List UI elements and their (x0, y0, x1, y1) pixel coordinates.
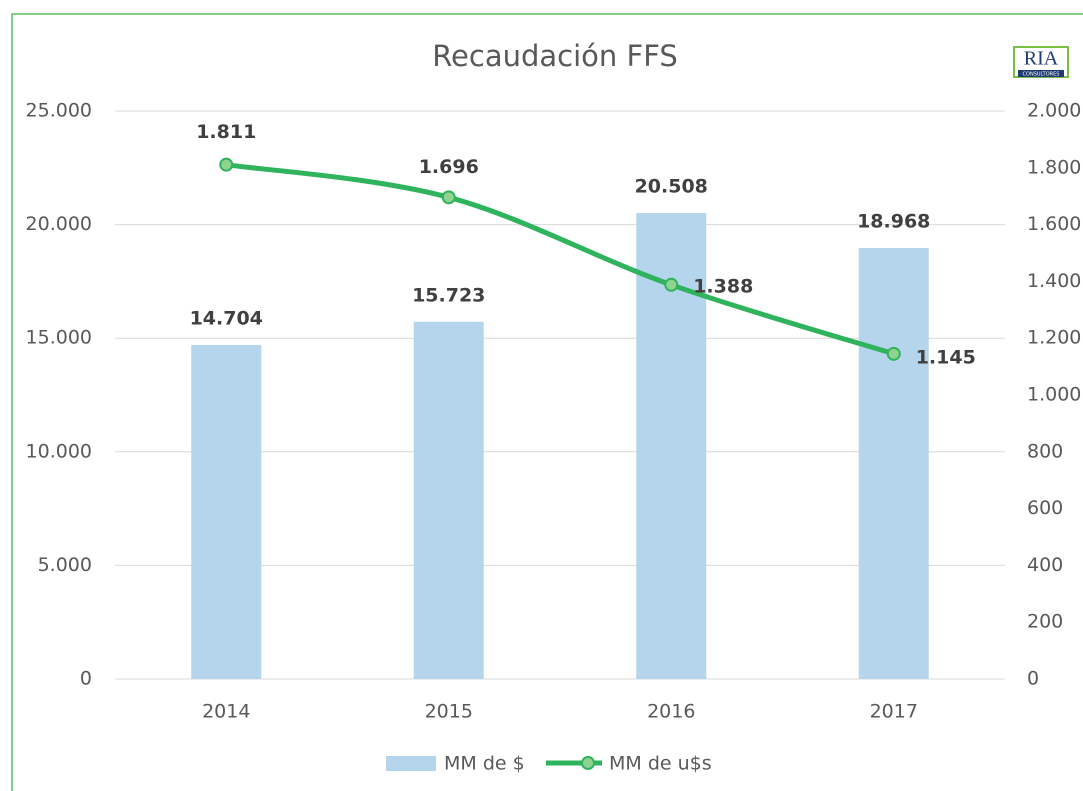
y-tick-label: 5.000 (38, 554, 92, 576)
logo: RIA CONSULTORES (1013, 46, 1069, 78)
y2-tick-label: 1.600 (1027, 213, 1081, 235)
data-label: 1.145 (916, 346, 976, 368)
data-label: 18.968 (857, 211, 930, 233)
y-tick-label: 10.000 (26, 440, 92, 462)
y2-tick-label: 400 (1027, 554, 1063, 576)
data-label: 1.811 (196, 121, 256, 143)
marker (664, 277, 679, 292)
data-label: 14.704 (190, 307, 263, 329)
bar (858, 248, 929, 679)
y2-tick-label: 600 (1027, 497, 1063, 519)
data-label: 15.723 (412, 284, 485, 306)
marker (441, 190, 456, 205)
bar (413, 321, 484, 679)
y-tick-label: 0 (80, 668, 92, 690)
bar (191, 344, 262, 679)
y2-tick-label: 0 (1027, 668, 1039, 690)
y-tick-label: 20.000 (26, 213, 92, 235)
line (225, 162, 895, 357)
y2-tick-label: 2.000 (1027, 100, 1081, 122)
chart-border (11, 13, 1083, 791)
x-tick-label: 2015 (425, 701, 473, 723)
marker (219, 157, 234, 172)
chart-title: Recaudación FFS (432, 39, 678, 73)
legend-marker (581, 756, 595, 770)
data-label: 1.696 (419, 156, 479, 178)
data-label: 1.388 (693, 275, 753, 297)
legend-label: MM de u$s (609, 753, 712, 775)
legend-label: MM de $ (444, 753, 525, 775)
x-tick-label: 2017 (870, 701, 918, 723)
logo-text: RIA (1024, 48, 1059, 70)
logo-subtext: CONSULTORES (1023, 72, 1060, 78)
logo-band (1018, 70, 1064, 77)
legend-swatch (386, 756, 436, 771)
y2-tick-label: 1.000 (1027, 384, 1081, 406)
y-tick-label: 15.000 (26, 327, 92, 349)
y2-tick-label: 1.200 (1027, 327, 1081, 349)
y2-tick-label: 1.400 (1027, 270, 1081, 292)
y-tick-label: 25.000 (26, 100, 92, 122)
x-tick-label: 2014 (202, 701, 250, 723)
x-tick-label: 2016 (647, 701, 695, 723)
y2-tick-label: 1.800 (1027, 156, 1081, 178)
marker (886, 346, 901, 361)
data-label: 20.508 (635, 176, 708, 198)
y2-tick-label: 200 (1027, 611, 1063, 633)
y2-tick-label: 800 (1027, 440, 1063, 462)
